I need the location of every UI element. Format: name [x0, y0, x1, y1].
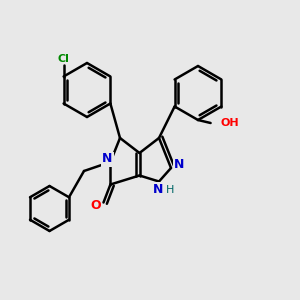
- Text: O: O: [91, 199, 101, 212]
- Text: N: N: [153, 183, 164, 196]
- Text: N: N: [174, 158, 184, 172]
- Text: H: H: [166, 185, 175, 195]
- Text: Cl: Cl: [58, 53, 70, 64]
- Text: N: N: [102, 152, 112, 166]
- Text: OH: OH: [220, 118, 239, 128]
